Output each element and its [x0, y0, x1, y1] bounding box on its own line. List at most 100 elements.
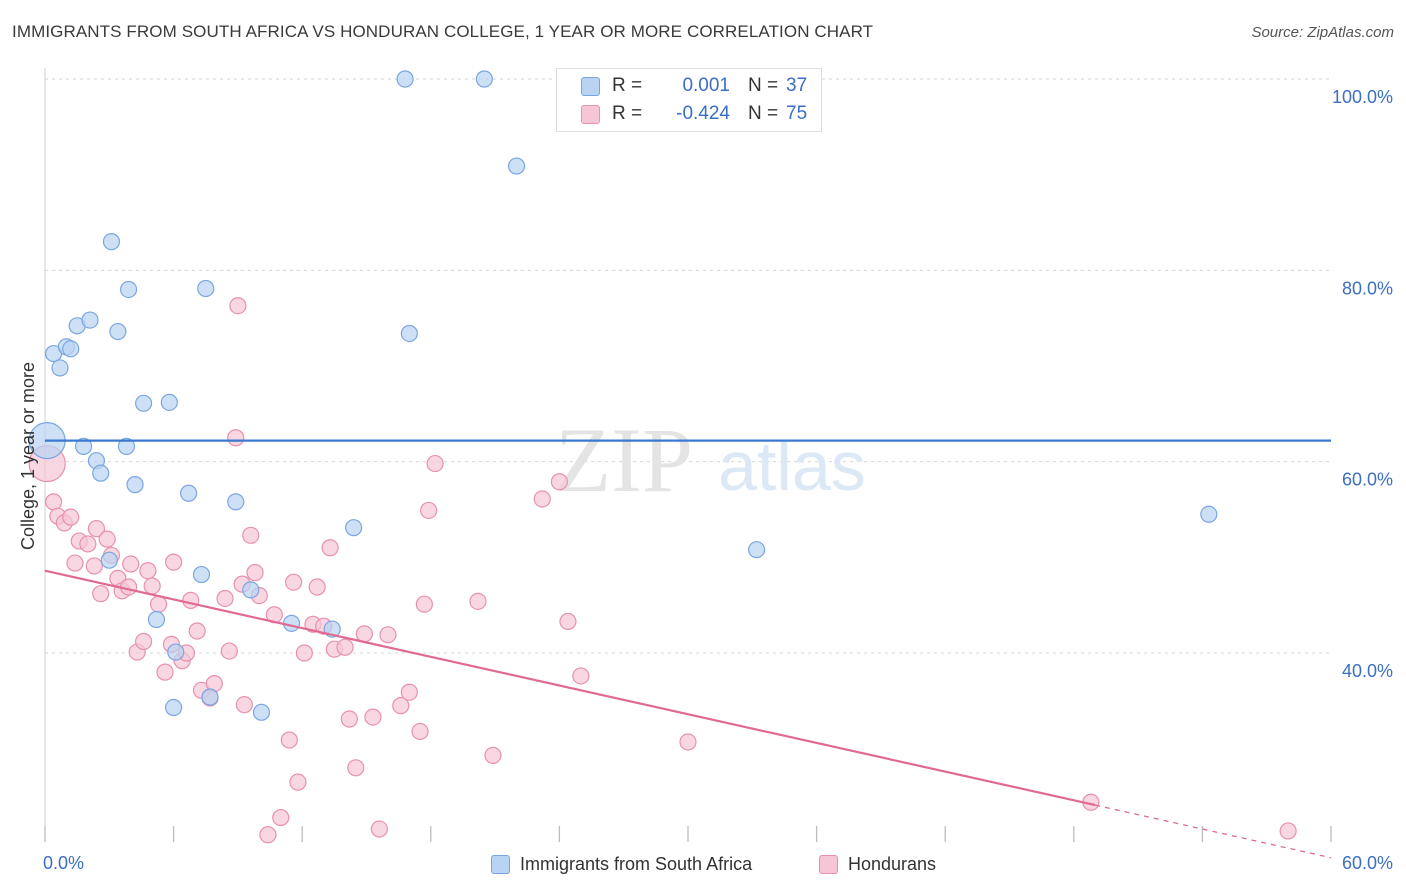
south-africa-point — [507, 157, 526, 175]
honduran-point — [44, 493, 63, 511]
legend-row-south-africa: R = 0.001 N = 37 — [581, 74, 807, 98]
south-africa-point — [62, 340, 80, 358]
honduran-point — [550, 473, 569, 491]
bottom-legend-hondurans: Hondurans — [819, 852, 936, 876]
honduran-point — [280, 731, 298, 749]
honduran-point — [227, 429, 245, 447]
chart-title: IMMIGRANTS FROM SOUTH AFRICA VS HONDURAN… — [12, 22, 874, 41]
legend-r-value: 0.001 — [682, 75, 730, 96]
honduran-point — [340, 710, 358, 728]
south-africa-point — [197, 279, 215, 298]
watermark: ZIP atlas — [555, 409, 866, 511]
hondurans-points — [28, 297, 1297, 844]
south-africa-point — [109, 322, 127, 341]
legend-swatch-pink — [581, 104, 600, 124]
honduran-point — [66, 554, 84, 572]
honduran-point — [285, 573, 303, 591]
honduran-point — [1279, 822, 1297, 840]
south-africa-point — [126, 476, 144, 494]
honduran-point — [122, 555, 140, 573]
honduran-point — [139, 562, 157, 580]
south-africa-point — [345, 519, 363, 537]
honduran-point — [426, 454, 444, 473]
south-africa-point — [1200, 505, 1218, 523]
south-africa-point — [242, 581, 260, 599]
honduran-point — [308, 578, 326, 596]
bottom-legend-swatch-blue — [491, 854, 510, 874]
south-africa-point — [167, 643, 185, 661]
legend-r-label: R = — [612, 75, 643, 96]
watermark-zip: ZIP — [555, 409, 693, 511]
south-africa-point — [227, 493, 245, 511]
legend-r-label: R = — [612, 103, 643, 124]
honduran-point — [188, 622, 206, 640]
watermark-atlas: atlas — [718, 427, 866, 505]
honduran-point — [272, 808, 290, 827]
legend-n-label: N = — [748, 103, 779, 124]
honduran-point — [216, 589, 234, 608]
honduran-point — [679, 733, 697, 751]
y-tick-label: 40.0% — [1342, 661, 1393, 681]
legend-n-value: 75 — [786, 103, 808, 124]
bottom-legend-swatch-pink — [819, 854, 838, 874]
honduran-point — [572, 667, 590, 685]
honduran-point — [420, 501, 438, 520]
honduran-point — [79, 535, 97, 553]
honduran-point — [336, 638, 354, 656]
legend-row-hondurans: R = -0.424 N = 75 — [581, 102, 807, 126]
honduran-point — [156, 663, 174, 681]
gridlines — [45, 78, 1331, 654]
honduran-point — [62, 508, 80, 526]
south-africa-point — [117, 437, 136, 455]
south-africa-point — [282, 614, 301, 632]
south-africa-point — [192, 565, 211, 584]
honduran-point — [469, 592, 487, 610]
south-africa-point — [165, 698, 183, 717]
south-africa-points — [28, 70, 1218, 721]
honduran-point — [134, 632, 153, 651]
y-axis-title: College, 1 year or more — [18, 362, 38, 550]
honduran-point — [484, 746, 502, 764]
honduran-point — [415, 595, 433, 613]
south-africa-point — [81, 311, 99, 329]
south-africa-point — [102, 233, 121, 251]
honduran-point — [149, 595, 168, 613]
honduran-point — [242, 526, 260, 544]
bottom-legend-south-africa: Immigrants from South Africa — [491, 852, 752, 876]
honduran-point — [392, 697, 410, 715]
south-africa-point — [74, 437, 93, 455]
honduran-point — [259, 826, 277, 844]
south-africa-point — [134, 394, 153, 412]
honduran-point — [347, 759, 365, 777]
y-tick-label: 100.0% — [1332, 87, 1393, 107]
axis-labels: 40.0% 60.0% 80.0% 100.0% 0.0% 60.0% College, 1… — [18, 87, 1393, 873]
honduran-point — [92, 585, 110, 603]
south-africa-point — [100, 551, 118, 569]
south-africa-point — [51, 359, 69, 377]
honduran-point — [119, 578, 138, 596]
honduran-point — [246, 564, 264, 582]
honduran-point — [379, 626, 397, 644]
legend-n-value: 37 — [786, 75, 808, 96]
x-tick-label-min: 0.0% — [43, 853, 84, 873]
south-africa-point — [160, 393, 178, 411]
x-tick-label-max: 60.0% — [1342, 853, 1393, 873]
correlation-legend: R = 0.001 N = 37 R = -0.424 N = 75 — [556, 68, 822, 132]
bottom-legend-label: Hondurans — [848, 853, 937, 874]
south-africa-point — [400, 324, 418, 343]
legend-r-value: -0.424 — [676, 103, 730, 124]
honduran-point — [220, 642, 238, 660]
south-africa-point — [147, 610, 166, 629]
honduran-point — [559, 612, 577, 631]
legend-swatch-blue — [581, 76, 600, 96]
honduran-point — [364, 708, 382, 726]
honduran-point — [87, 520, 106, 538]
legend-n-label: N = — [748, 75, 779, 96]
bottom-legend-label: Immigrants from South Africa — [520, 853, 753, 874]
honduran-point — [165, 553, 183, 571]
south-africa-point — [396, 70, 414, 88]
y-tick-label: 80.0% — [1342, 278, 1393, 298]
honduran-point — [229, 297, 247, 315]
honduran-point — [355, 625, 373, 643]
